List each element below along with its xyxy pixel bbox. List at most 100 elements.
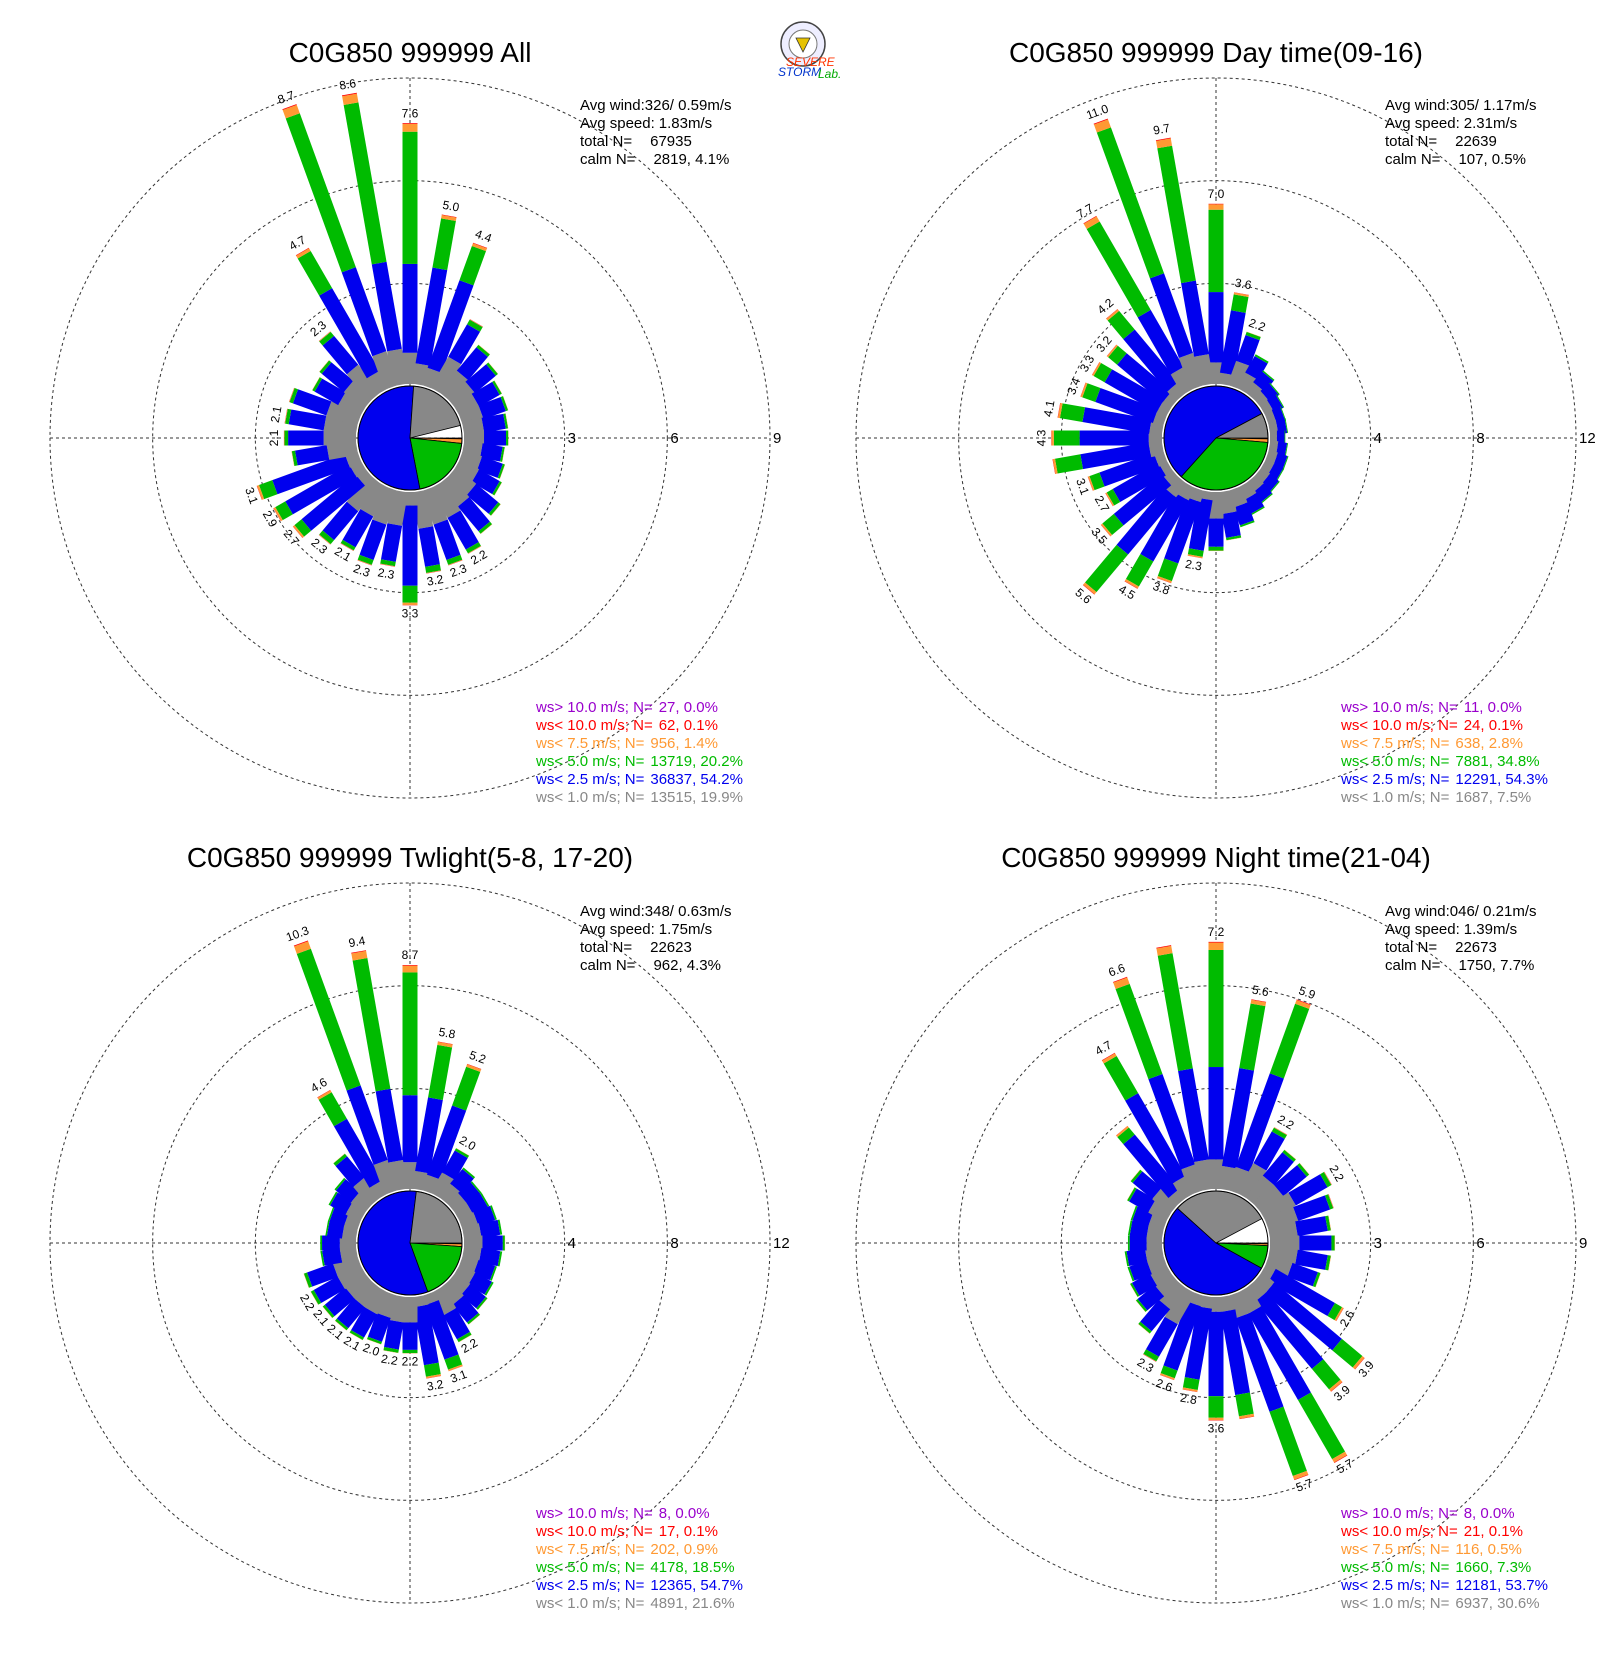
direction-bar-10 <box>411 1041 453 1192</box>
bar-segment-lt5 <box>1282 456 1289 471</box>
bar-segment-lt10 <box>402 123 418 124</box>
bar-segment-lt7_5 <box>1332 1451 1348 1463</box>
bar-segment-lt1 <box>1149 1263 1173 1286</box>
bar-segment-lt5 <box>1230 294 1249 313</box>
bar-segment-lt5 <box>1059 403 1086 423</box>
bar-value-label: 2.3 <box>1184 557 1203 574</box>
legend-row: ws< 10.0 m/s; N= 62, 0.1% <box>535 717 718 734</box>
bar-segment-lt7_5 <box>1328 1194 1334 1209</box>
bar-segment-lt7_5 <box>477 1298 488 1310</box>
bar-segment-lt1 <box>372 486 399 525</box>
direction-bar-210 <box>349 1286 390 1341</box>
bar-segment-lt7_5 <box>318 331 331 342</box>
bar-segment-lt5 <box>1245 331 1261 341</box>
bar-value-label: 3.2 <box>426 572 445 589</box>
bar-segment-lt5 <box>1093 363 1113 383</box>
bar-segment-lt5 <box>402 972 418 1096</box>
bar-segment-lt2_5 <box>341 267 387 357</box>
bar-segment-lt1 <box>364 1286 390 1315</box>
bar-segment-lt10 <box>448 1365 463 1372</box>
bar-segment-lt10 <box>1057 402 1061 418</box>
bar-segment-lt5 <box>1157 145 1196 284</box>
bar-segment-lt1 <box>1152 1187 1180 1215</box>
bar-segment-lt5 <box>1115 983 1163 1080</box>
legend-value: 4891, 21.6% <box>650 1595 734 1612</box>
severe-storm-lab-logo: SEVERE STORM Lab. <box>778 21 841 81</box>
bar-segment-lt5 <box>1269 1003 1310 1079</box>
stat-value: 1750, 7.7% <box>1458 957 1534 974</box>
legend-value: 21, 0.1% <box>1464 1523 1523 1540</box>
bar-segment-lt5 <box>1127 1187 1137 1202</box>
bar-segment-lt5 <box>497 1251 503 1267</box>
bar-segment-lt7_5 <box>426 570 442 574</box>
bar-value-label: 5.9 <box>1297 983 1318 1002</box>
bar-segment-lt10 <box>1143 1354 1157 1362</box>
bar-segment-lt5 <box>402 131 418 264</box>
direction-bar-350 <box>341 92 409 387</box>
direction-bar-30 <box>1236 1127 1288 1200</box>
bar-segment-lt10 <box>1354 1357 1365 1370</box>
bar-segment-lt10 <box>1101 1052 1116 1061</box>
bar-segment-lt5 <box>1106 488 1121 506</box>
bar-segment-lt10 <box>448 560 463 566</box>
ring-tick-label: 3 <box>568 430 576 447</box>
bar-segment-lt5 <box>294 519 312 537</box>
bar-segment-lt1 <box>446 1271 471 1296</box>
bar-segment-lt1 <box>1252 1184 1284 1215</box>
bar-segment-lt7_5 <box>1083 216 1100 229</box>
bar-value-label: 4.3 <box>1034 429 1048 446</box>
bar-segment-lt2_5 <box>324 1287 355 1317</box>
bar-segment-lt10 <box>273 508 282 522</box>
stat-label: Avg speed: <box>580 115 655 132</box>
bar-segment-lt2_5 <box>285 464 357 515</box>
direction-bar-130 <box>446 466 501 516</box>
bar-segment-lt5 <box>1117 1127 1135 1145</box>
bar-segment-lt7_5 <box>467 545 482 554</box>
bar-segment-lt5 <box>352 958 391 1092</box>
direction-bar-150 <box>430 481 482 554</box>
bar-segment-lt1 <box>446 466 477 496</box>
bar-segment-lt7_5 <box>1156 138 1173 149</box>
bar-segment-lt5 <box>465 542 481 554</box>
bar-segment-lt10 <box>1187 555 1203 559</box>
pie-outline <box>1163 385 1269 491</box>
bar-segment-lt7_5 <box>310 1291 319 1305</box>
bar-segment-lt2_5 <box>1248 1306 1311 1400</box>
bar-value-label: 2.2 <box>402 1355 419 1369</box>
bar-segment-lt7_5 <box>448 559 463 566</box>
bar-value-label: 3.2 <box>426 1377 445 1394</box>
direction-bar-140 <box>1244 1279 1343 1392</box>
bar-segment-lt7_5 <box>1226 537 1242 541</box>
bar-segment-lt5 <box>343 102 387 265</box>
bar-segment-lt7_5 <box>349 1332 363 1341</box>
bar-segment-lt2_5 <box>336 1298 366 1329</box>
direction-bar-320 <box>1106 308 1188 402</box>
bar-segment-lt2_5 <box>478 1247 501 1267</box>
bar-segment-lt10 <box>1334 1454 1348 1463</box>
bar-segment-lt7_5 <box>469 319 483 328</box>
legend-row: ws< 5.0 m/s; N= 13719, 20.2% <box>535 753 743 770</box>
legend-label: ws< 7.5 m/s; N= <box>535 735 645 752</box>
direction-bar-340 <box>1093 118 1205 390</box>
bar-segment-lt2_5 <box>335 1156 365 1187</box>
bar-segment-lt2_5 <box>473 1205 496 1227</box>
bar-segment-lt2_5 <box>1129 1260 1152 1281</box>
direction-bar-0 <box>402 123 418 384</box>
direction-bar-130 <box>1252 1271 1365 1370</box>
stat-total: total N= 22623 <box>580 939 692 956</box>
bar-segment-lt2_5 <box>458 1182 481 1205</box>
bar-segment-lt10 <box>1091 362 1100 376</box>
bar-segment-lt2_5 <box>1099 452 1159 487</box>
bar-segment-lt7_5 <box>357 559 372 566</box>
bar-segment-lt7_5 <box>342 93 359 105</box>
bar-segment-lt7_5 <box>282 104 300 119</box>
direction-bar-350 <box>1155 137 1215 387</box>
bar-segment-lt5 <box>1130 1169 1143 1183</box>
direction-bar-230 <box>1135 1271 1180 1313</box>
bar-segment-lt2_5 <box>1295 1249 1328 1270</box>
bar-segment-lt7_5 <box>494 380 503 394</box>
legend-label: ws< 5.0 m/s; N= <box>535 1559 645 1576</box>
bar-segment-lt7_5 <box>402 965 418 973</box>
bar-segment-lt2_5 <box>418 526 440 567</box>
bar-segment-lt5 <box>470 1181 482 1194</box>
